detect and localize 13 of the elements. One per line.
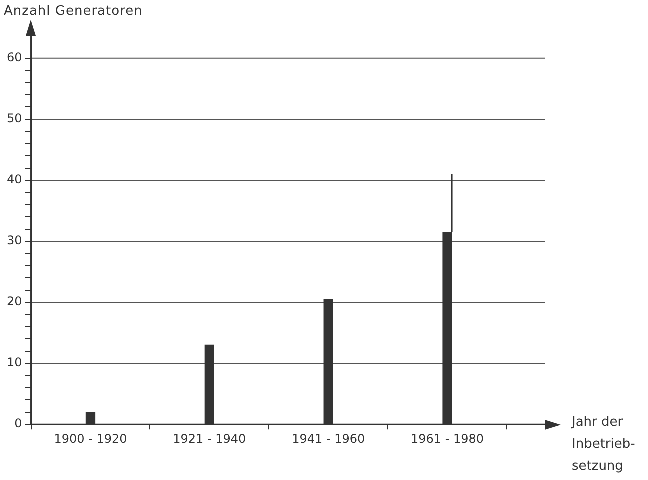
y-tick-label: 10 (6, 356, 22, 370)
x-tick-label: 1961 - 1980 (411, 432, 484, 446)
y-tick-label: 60 (6, 50, 22, 65)
y-axis-title: Anzahl Generatoren (4, 4, 143, 19)
y-tick-label: 40 (6, 172, 22, 187)
x-tick-label: 1900 - 1920 (54, 432, 128, 446)
y-tick-label: 50 (6, 112, 22, 126)
x-tick-label: 1941 - 1960 (292, 432, 366, 446)
x-axis-title: Jahr der Inbetrieb-setzung (572, 414, 636, 476)
y-tick-label: 30 (6, 234, 22, 248)
x-tick-label: 1921 - 1940 (173, 432, 246, 446)
y-tick-label: 0 (14, 416, 22, 431)
y-tick-label: 20 (6, 294, 22, 309)
